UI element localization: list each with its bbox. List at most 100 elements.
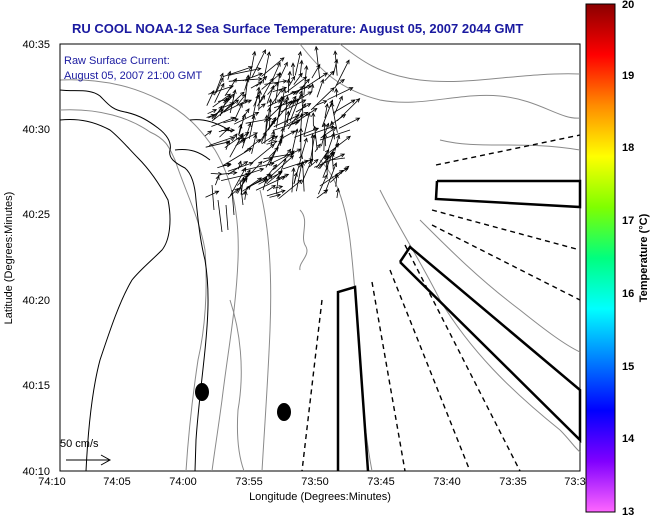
current-vector-head bbox=[232, 170, 238, 176]
figure-title: RU COOL NOAA-12 Sea Surface Temperature:… bbox=[72, 21, 523, 36]
current-vector-head bbox=[238, 102, 243, 108]
current-vector bbox=[311, 84, 313, 93]
current-vector-head bbox=[257, 89, 262, 95]
current-vector bbox=[316, 149, 330, 169]
station-marker bbox=[277, 403, 291, 421]
current-vector-head bbox=[276, 193, 282, 198]
current-vector bbox=[281, 91, 296, 99]
x-tick-label: 73:55 bbox=[235, 476, 263, 488]
current-vector-head bbox=[267, 117, 273, 122]
current-vector bbox=[244, 191, 247, 200]
current-vector-head bbox=[287, 70, 292, 76]
current-vector-head bbox=[290, 130, 296, 135]
current-vector-head bbox=[323, 72, 328, 77]
y-tick-label: 40:25 bbox=[22, 209, 50, 221]
current-vector-head bbox=[271, 119, 276, 125]
current-vector bbox=[244, 75, 249, 101]
surface-current-vectors bbox=[204, 45, 361, 233]
current-vector bbox=[291, 168, 295, 193]
current-vector bbox=[250, 81, 263, 89]
current-vector-head bbox=[246, 169, 251, 174]
current-vector-head bbox=[270, 143, 275, 149]
current-vector-head bbox=[299, 112, 304, 118]
current-vector-head bbox=[252, 50, 257, 56]
current-vector-head bbox=[212, 109, 218, 113]
current-vector bbox=[303, 72, 328, 89]
current-vector-head bbox=[320, 78, 325, 84]
colorbar-tick-label: 15 bbox=[622, 361, 634, 373]
current-vector-head bbox=[207, 130, 213, 135]
y-tick-label: 40:20 bbox=[22, 295, 50, 307]
current-vector-head bbox=[243, 177, 248, 183]
current-vector bbox=[290, 129, 298, 157]
current-vector-head bbox=[312, 125, 318, 131]
y-tick-label: 40:35 bbox=[22, 39, 50, 51]
current-vector bbox=[236, 94, 247, 107]
current-vector bbox=[324, 123, 329, 134]
current-vector-head bbox=[310, 133, 315, 139]
current-vector bbox=[251, 144, 275, 164]
current-vector-head bbox=[336, 134, 341, 139]
current-vector-head bbox=[300, 160, 305, 166]
current-vector-head bbox=[256, 67, 262, 72]
current-vector-head bbox=[283, 61, 288, 67]
current-vector bbox=[273, 114, 300, 128]
current-vector bbox=[287, 111, 289, 124]
current-vector bbox=[300, 160, 312, 185]
x-tick-label: 73:40 bbox=[433, 476, 461, 488]
current-vector-head bbox=[303, 137, 308, 143]
current-vector bbox=[319, 170, 344, 187]
current-vector-head bbox=[238, 123, 243, 129]
current-vector bbox=[278, 88, 286, 117]
current-vector-head bbox=[330, 120, 335, 126]
current-vector-head bbox=[266, 51, 271, 57]
current-vector bbox=[324, 162, 337, 194]
current-vector-head bbox=[301, 99, 307, 104]
current-vector bbox=[241, 122, 251, 149]
current-vector bbox=[266, 85, 274, 104]
current-vector-head bbox=[234, 99, 240, 104]
current-vector bbox=[205, 190, 219, 198]
current-vector-head bbox=[297, 50, 302, 56]
current-vector bbox=[234, 103, 243, 119]
y-tick-label: 40:15 bbox=[22, 380, 50, 392]
current-vector-head bbox=[256, 138, 261, 144]
current-vector bbox=[324, 70, 335, 82]
current-vector-head bbox=[316, 63, 321, 69]
current-vector-head bbox=[329, 99, 334, 105]
current-vector bbox=[296, 164, 302, 192]
current-vector bbox=[315, 100, 327, 106]
x-axis-label: Longitude (Degrees:Minutes) bbox=[249, 491, 391, 503]
current-vector bbox=[252, 87, 260, 119]
current-vector-head bbox=[257, 81, 263, 86]
current-vector-head bbox=[287, 100, 293, 105]
current-vector bbox=[320, 126, 337, 139]
current-vector bbox=[258, 90, 261, 111]
current-vector bbox=[331, 103, 338, 133]
current-vector bbox=[262, 52, 270, 84]
current-vector-head bbox=[253, 132, 259, 137]
current-vector-head bbox=[286, 78, 291, 84]
current-vector-head bbox=[324, 102, 329, 108]
current-vector-head bbox=[291, 91, 297, 95]
current-note-line2: August 05, 2007 21:00 GMT bbox=[64, 70, 202, 82]
current-vector-head bbox=[343, 167, 349, 172]
current-vector bbox=[259, 117, 277, 143]
current-vector bbox=[274, 186, 283, 189]
current-vector bbox=[253, 94, 260, 107]
current-vector bbox=[314, 153, 345, 168]
radar-beam-outlines bbox=[336, 179, 582, 472]
current-vector-head bbox=[229, 136, 235, 141]
current-vector bbox=[324, 103, 328, 119]
current-vector bbox=[251, 49, 266, 78]
current-vector bbox=[224, 78, 237, 97]
current-vector bbox=[266, 185, 276, 192]
current-vector-head bbox=[215, 175, 220, 180]
current-vector bbox=[333, 96, 343, 116]
current-vector bbox=[329, 166, 349, 183]
current-vector bbox=[258, 103, 266, 110]
current-vector-head bbox=[330, 70, 335, 76]
current-vector-head bbox=[335, 187, 340, 193]
current-vector-head bbox=[240, 91, 245, 97]
current-vector-head bbox=[251, 114, 256, 120]
